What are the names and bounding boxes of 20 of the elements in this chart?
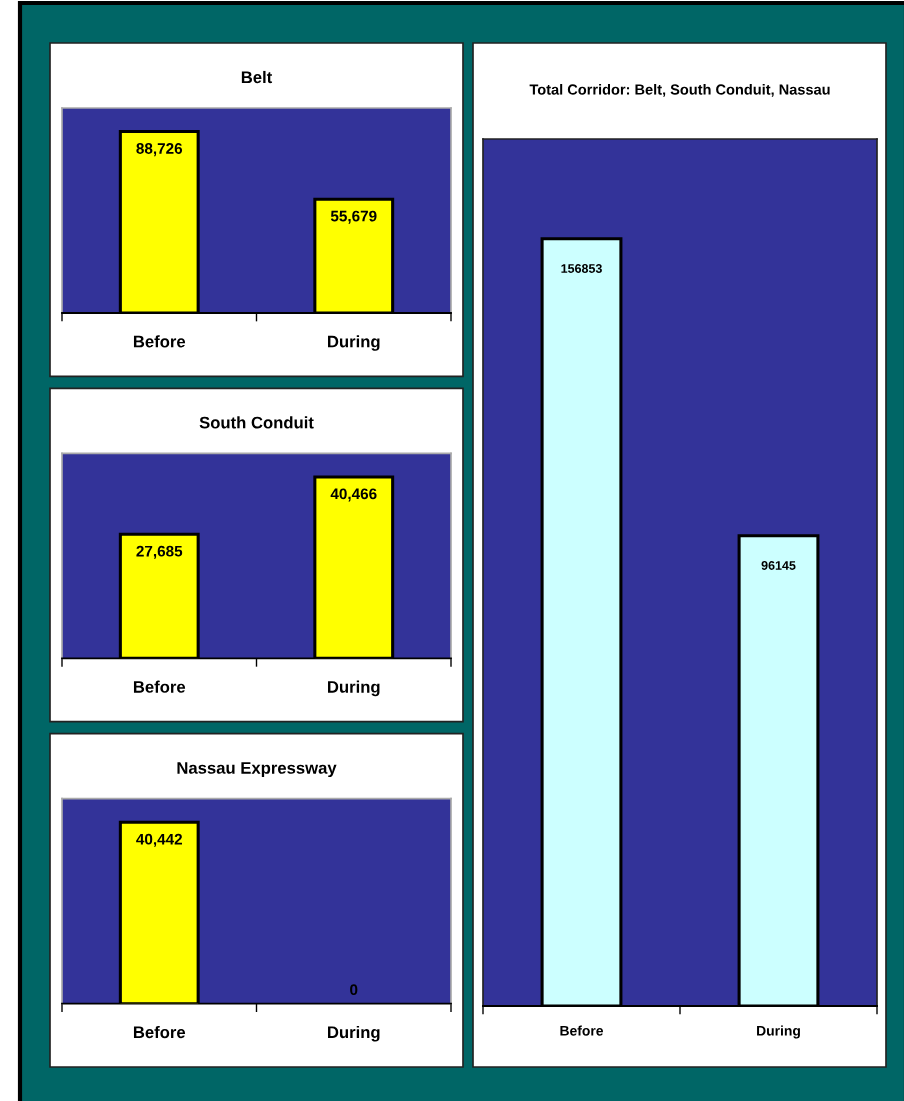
data-label: 0 <box>350 984 358 996</box>
x-tick-label: During <box>328 335 380 351</box>
data-label: 88,726 <box>136 143 183 157</box>
x-tick-label: During <box>328 680 380 697</box>
x-tick-label: During <box>757 1025 800 1039</box>
x-tick-label: Before <box>560 1025 604 1036</box>
data-label: 40,466 <box>330 488 377 502</box>
data-label: 40,442 <box>136 833 182 847</box>
x-tick-label: Before <box>133 335 186 348</box>
chart-title: Total Corridor: Belt, South Conduit, Nassau <box>529 83 830 97</box>
data-label: 55,679 <box>330 210 377 224</box>
x-tick-label: Before <box>133 1025 186 1039</box>
data-label: 96145 <box>761 561 796 570</box>
chart-title: Nassau Expressway <box>177 762 337 778</box>
chart-title: Belt <box>241 70 273 84</box>
x-tick-label: Before <box>133 680 186 693</box>
data-label: 27,685 <box>136 545 183 559</box>
data-label: 156853 <box>561 264 602 273</box>
chart-title: South Conduit <box>199 416 314 429</box>
x-tick-label: During <box>328 1025 380 1042</box>
